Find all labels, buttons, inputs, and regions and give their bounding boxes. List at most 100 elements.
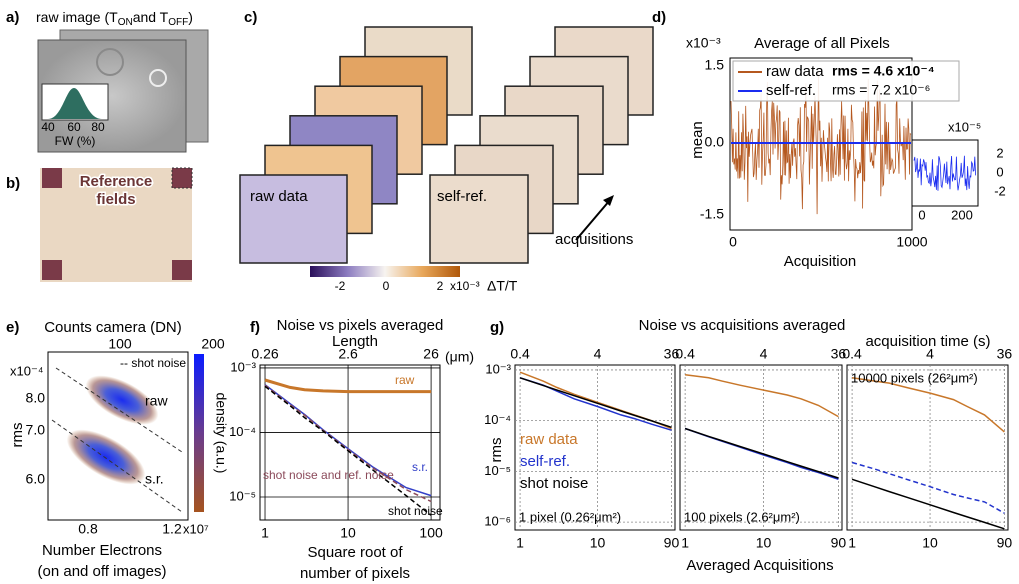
label: rms = 7.2 x10⁻⁶ [832,82,930,98]
y-tick-label: 10⁻⁴ [484,412,511,427]
series-line [264,385,432,516]
axis-label: rms [9,423,26,448]
reference-field [172,260,192,280]
panel-label: e) [6,319,19,336]
axis-label: Acquisition [784,253,857,270]
top-tick-label: 4 [926,346,934,362]
tick-label: 1.5 [705,57,725,73]
label: -- shot noise [120,356,186,370]
axis-label: Square root of [307,544,403,561]
arrow [575,199,611,241]
top-tick-label: 0.4 [675,346,695,362]
x-tick-label: 100 [419,525,443,541]
image-feature [96,48,124,76]
tick-label: 2 [437,279,444,293]
label: raw data [250,188,308,205]
legend-label: shot noise [520,475,588,492]
tick-label: 0 [996,164,1003,179]
series-label: s.r. [412,460,428,474]
top-tick-label: 4 [760,346,768,362]
title-part: and T [133,9,169,25]
title-part: raw image (T [36,9,118,25]
histogram-shape [48,88,102,119]
series-line [851,478,1005,530]
label: x10⁷ [183,521,209,536]
tick-label: 7.0 [26,422,46,438]
label: 100 pixels (2.6²μm²) [684,509,800,524]
x-tick-label: 90 [997,535,1013,551]
tick-label: 8.0 [26,390,46,406]
x-tick-label: 90 [831,535,847,551]
axis-label: Number Electrons [42,542,162,559]
tick-label: 200 [951,207,973,222]
x-tick-label: 1 [261,525,269,541]
plot-frame [679,364,843,531]
x-tick-label: 1 [516,535,524,551]
reference-field [42,168,62,188]
axis-label: (on and off images) [38,563,167,580]
legend-label: raw data [766,63,824,80]
label: x10⁻⁴ [10,363,43,378]
label: acquisition time (s) [865,333,990,350]
series-line [851,377,1005,433]
series-line [264,378,432,394]
x-tick-label: 10 [590,535,606,551]
y-tick-label: 10⁻⁵ [484,463,511,478]
label: acquisitions [555,231,633,248]
label: x10⁻³ [450,279,480,293]
panel-label: f) [250,319,260,336]
shot-noise-line [55,367,183,453]
label: ΔT/T [487,278,518,294]
legend-label: self-ref. [766,82,816,99]
axis-label: rms [488,438,505,463]
tick-label: 1.2 [162,521,182,537]
series-line [851,461,1005,514]
panel-title: raw image (TONand TOFF) [36,9,193,28]
series-line [519,377,672,429]
panel-title: Average of all Pixels [754,35,890,52]
tick-label: 6.0 [26,471,46,487]
axis-label: Averaged Acquisitions [686,557,833,574]
tick-label: -2 [994,183,1006,198]
x-tick-label: 10 [340,525,356,541]
x-tick-label: 10 [922,535,938,551]
top-tick-label: 26 [423,346,439,362]
frame [239,174,348,264]
label: density (a.u.) [213,393,229,474]
label: (μm) [445,349,474,365]
top-tick-label: 36 [997,346,1013,362]
reference-image [40,168,192,282]
series-label: shot noise and ref. noise [263,468,394,482]
tick-label: 1000 [896,234,927,250]
x-tick-label: 1 [848,535,856,551]
panel-label: b) [6,175,20,192]
tick-label: 100 [108,336,132,352]
plot-frame [846,364,1009,531]
reference-field [171,167,193,189]
tick-label: 0 [383,279,390,293]
label: 1 pixel (0.26²μm²) [519,509,621,524]
panel-title: Noise vs acquisitions averaged [639,317,846,334]
tick-label: -1.5 [700,206,724,222]
y-tick-label: 10⁻⁵ [229,488,256,503]
label: self-ref. [437,188,487,205]
series-line [684,427,839,479]
axis-label: number of pixels [300,565,410,582]
panel-title: Counts camera (DN) [44,319,182,336]
top-tick-label: 4 [594,346,602,362]
inset-trace [913,155,976,191]
axis-label: mean [689,121,706,159]
label: s.r. [145,471,164,487]
panel-label: d) [652,9,666,26]
panel-label: c) [244,9,257,26]
y-tick-label: 10⁻³ [485,361,511,376]
density-cloud [66,429,146,485]
top-tick-label: 36 [831,346,847,362]
label: rms = 4.6 x10⁻⁴ [832,63,935,79]
tick-label: 200 [201,336,225,352]
x-tick-label: 90 [664,535,680,551]
series-line [685,374,839,418]
legend-box [732,60,960,102]
